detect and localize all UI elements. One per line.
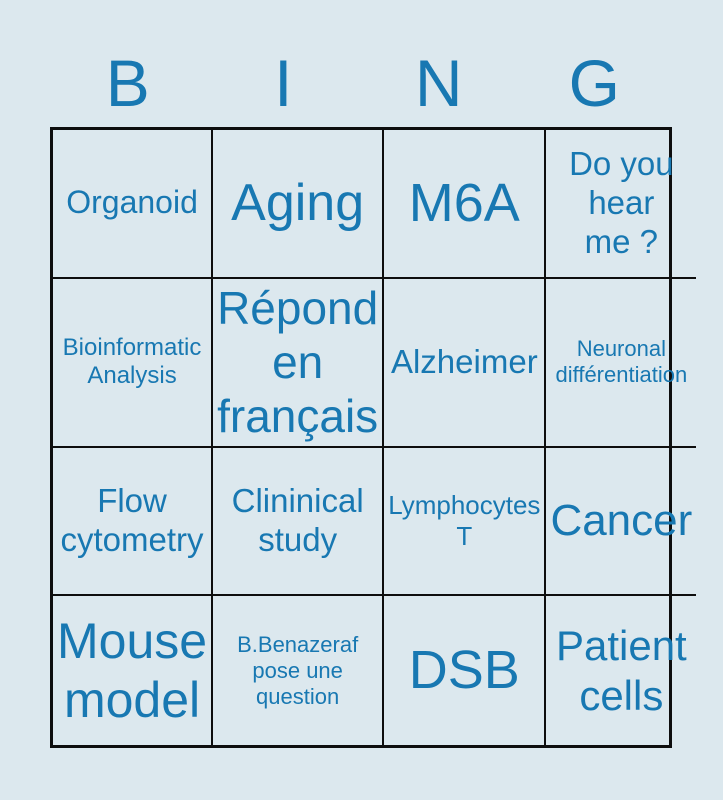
cell-text: Flow cytometry [60,481,204,558]
bingo-cell[interactable]: Organoid [53,130,214,279]
bingo-cell[interactable]: Flow cytometry [53,447,214,597]
header-letter-g: G [568,46,620,120]
bingo-cell[interactable]: M6A [384,130,547,279]
bingo-cell[interactable]: Répond en français [213,278,385,448]
bingo-cell[interactable]: Neuronal différentiation [546,279,697,448]
cell-text: Répond en français [217,281,379,443]
bingo-cell[interactable]: B.Benazeraf pose une question [213,596,385,745]
cell-text: B.Benazeraf pose une question [237,631,359,709]
cell-text: Organoid [66,184,198,221]
cell-text: Clininical study [231,481,364,558]
header-letter-b: B [105,46,150,120]
cell-text: Lymphocytes T [388,490,541,551]
cell-text: Alzheimer [390,342,538,380]
bingo-header: B I N G [50,0,672,127]
cell-text: Do you hear me ? [569,144,674,260]
bingo-cell[interactable]: Lymphocytes T [384,447,547,597]
cell-text: Cancer [550,495,693,545]
header-letter-i: I [274,46,293,120]
bingo-grid: Organoid Aging M6A Do you hear me ? Bioi… [50,127,697,748]
cell-text: DSB [408,639,520,700]
bingo-cell[interactable]: Do you hear me ? [546,130,697,279]
cell-text: Aging [231,173,365,232]
bingo-cell[interactable]: Patient cells [546,596,696,745]
bingo-cell[interactable]: Bioinformatic Analysis [53,278,214,448]
cell-text: Bioinformatic Analysis [62,333,202,390]
bingo-cell[interactable]: Clininical study [213,447,385,597]
header-letter-n: N [414,46,463,120]
bingo-cell[interactable]: Mouse model [53,596,214,745]
cell-text: Neuronal différentiation [555,336,688,388]
cell-text: M6A [408,172,520,233]
bingo-cell[interactable]: Alzheimer [384,278,547,448]
bingo-cell[interactable]: Aging [213,130,385,279]
cell-text: Mouse model [57,612,208,728]
bingo-cell[interactable]: Cancer [546,448,697,597]
cell-text: Patient cells [555,622,687,719]
bingo-cell[interactable]: DSB [384,596,547,745]
